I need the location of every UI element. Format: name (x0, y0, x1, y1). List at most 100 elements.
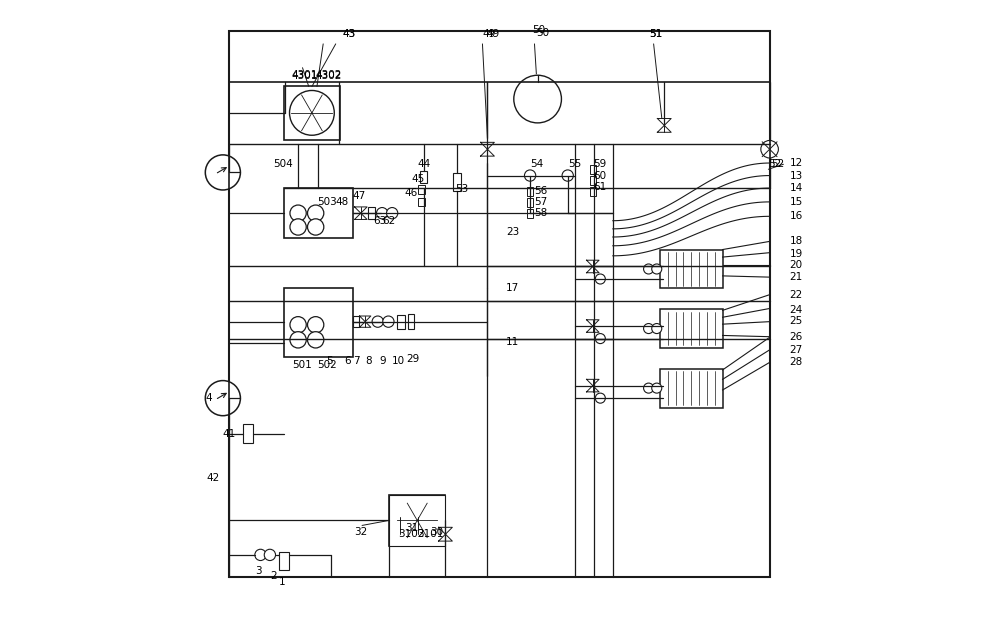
Text: 50: 50 (536, 28, 549, 38)
Text: 42: 42 (207, 473, 220, 483)
Text: 3101: 3101 (417, 529, 444, 539)
Text: 21: 21 (790, 272, 803, 282)
Circle shape (308, 317, 324, 333)
Circle shape (652, 383, 662, 393)
Bar (229, 31, 770, 577)
Bar (527, 198, 533, 207)
Circle shape (652, 324, 662, 334)
Text: 30: 30 (430, 527, 443, 537)
Circle shape (308, 205, 324, 221)
Circle shape (652, 264, 662, 274)
Circle shape (205, 381, 240, 416)
Text: 41: 41 (223, 429, 236, 439)
Bar (590, 176, 596, 185)
Bar (353, 316, 359, 327)
Circle shape (290, 205, 306, 221)
Text: 13: 13 (790, 171, 803, 181)
Text: 31: 31 (405, 523, 418, 533)
Bar (279, 552, 289, 570)
Text: 27: 27 (790, 345, 803, 355)
Text: 502: 502 (317, 360, 337, 370)
Text: 8: 8 (365, 356, 372, 366)
Circle shape (644, 324, 654, 334)
Circle shape (290, 90, 334, 135)
Text: 18: 18 (790, 236, 803, 246)
Circle shape (761, 140, 778, 158)
Circle shape (562, 170, 573, 181)
Circle shape (387, 208, 398, 219)
Bar (397, 315, 405, 329)
Text: 4301: 4301 (292, 70, 318, 80)
Bar (408, 314, 414, 330)
Bar (243, 424, 253, 443)
Circle shape (205, 155, 240, 190)
Circle shape (644, 264, 654, 274)
Text: 51: 51 (649, 29, 662, 40)
Text: 22: 22 (790, 290, 803, 300)
Circle shape (308, 332, 324, 348)
Text: 56: 56 (534, 186, 548, 196)
Text: 49: 49 (482, 29, 496, 40)
Text: 50: 50 (533, 25, 546, 35)
Text: 3102: 3102 (398, 529, 425, 539)
Text: 47: 47 (353, 191, 366, 201)
Text: 58: 58 (534, 208, 548, 218)
Text: 26: 26 (790, 332, 803, 342)
Text: 52: 52 (771, 159, 785, 169)
Circle shape (595, 274, 605, 284)
Bar (453, 173, 461, 191)
Circle shape (290, 219, 306, 235)
Bar (527, 187, 533, 196)
Circle shape (514, 75, 561, 123)
Text: 59: 59 (593, 159, 606, 169)
Text: 5: 5 (326, 356, 332, 366)
Bar (590, 187, 596, 196)
Text: 14: 14 (790, 183, 803, 193)
Bar (418, 185, 425, 194)
Text: 54: 54 (530, 159, 543, 169)
Text: 25: 25 (790, 316, 803, 326)
Text: 19: 19 (790, 249, 803, 259)
Text: 43: 43 (342, 29, 355, 40)
Text: 4302: 4302 (315, 70, 341, 80)
Circle shape (524, 170, 536, 181)
Circle shape (595, 334, 605, 344)
Circle shape (372, 316, 383, 327)
Text: 501: 501 (292, 360, 312, 370)
Text: 23: 23 (506, 227, 520, 237)
Text: 51: 51 (649, 29, 662, 40)
Text: 16: 16 (790, 211, 803, 221)
Text: 53: 53 (455, 184, 468, 194)
Circle shape (376, 208, 388, 219)
Bar (418, 198, 425, 206)
Bar (590, 165, 596, 174)
Text: 1: 1 (279, 577, 286, 587)
Bar (284, 188, 353, 238)
Text: 4302: 4302 (315, 71, 341, 82)
Text: 4: 4 (205, 393, 212, 403)
Text: 11: 11 (506, 337, 520, 347)
Bar (389, 495, 445, 546)
Text: 15: 15 (790, 197, 803, 207)
Text: 62: 62 (382, 216, 395, 226)
Text: 55: 55 (568, 159, 581, 169)
Text: 504: 504 (273, 159, 293, 169)
Bar (284, 86, 340, 140)
Text: 6: 6 (345, 356, 351, 366)
Text: 60: 60 (593, 171, 606, 181)
Text: 44: 44 (417, 159, 430, 169)
Text: 28: 28 (790, 357, 803, 367)
Text: 46: 46 (405, 188, 418, 198)
Text: 17: 17 (506, 283, 520, 293)
Text: 2: 2 (270, 571, 277, 581)
Text: 32: 32 (355, 527, 368, 537)
Text: 3: 3 (255, 566, 262, 576)
Text: 9: 9 (380, 356, 386, 366)
Circle shape (308, 219, 324, 235)
Text: 49: 49 (486, 29, 499, 40)
Text: 4301: 4301 (292, 71, 318, 82)
Circle shape (290, 317, 306, 333)
Circle shape (290, 332, 306, 348)
Text: 45: 45 (411, 174, 424, 184)
Text: 48: 48 (336, 197, 349, 207)
